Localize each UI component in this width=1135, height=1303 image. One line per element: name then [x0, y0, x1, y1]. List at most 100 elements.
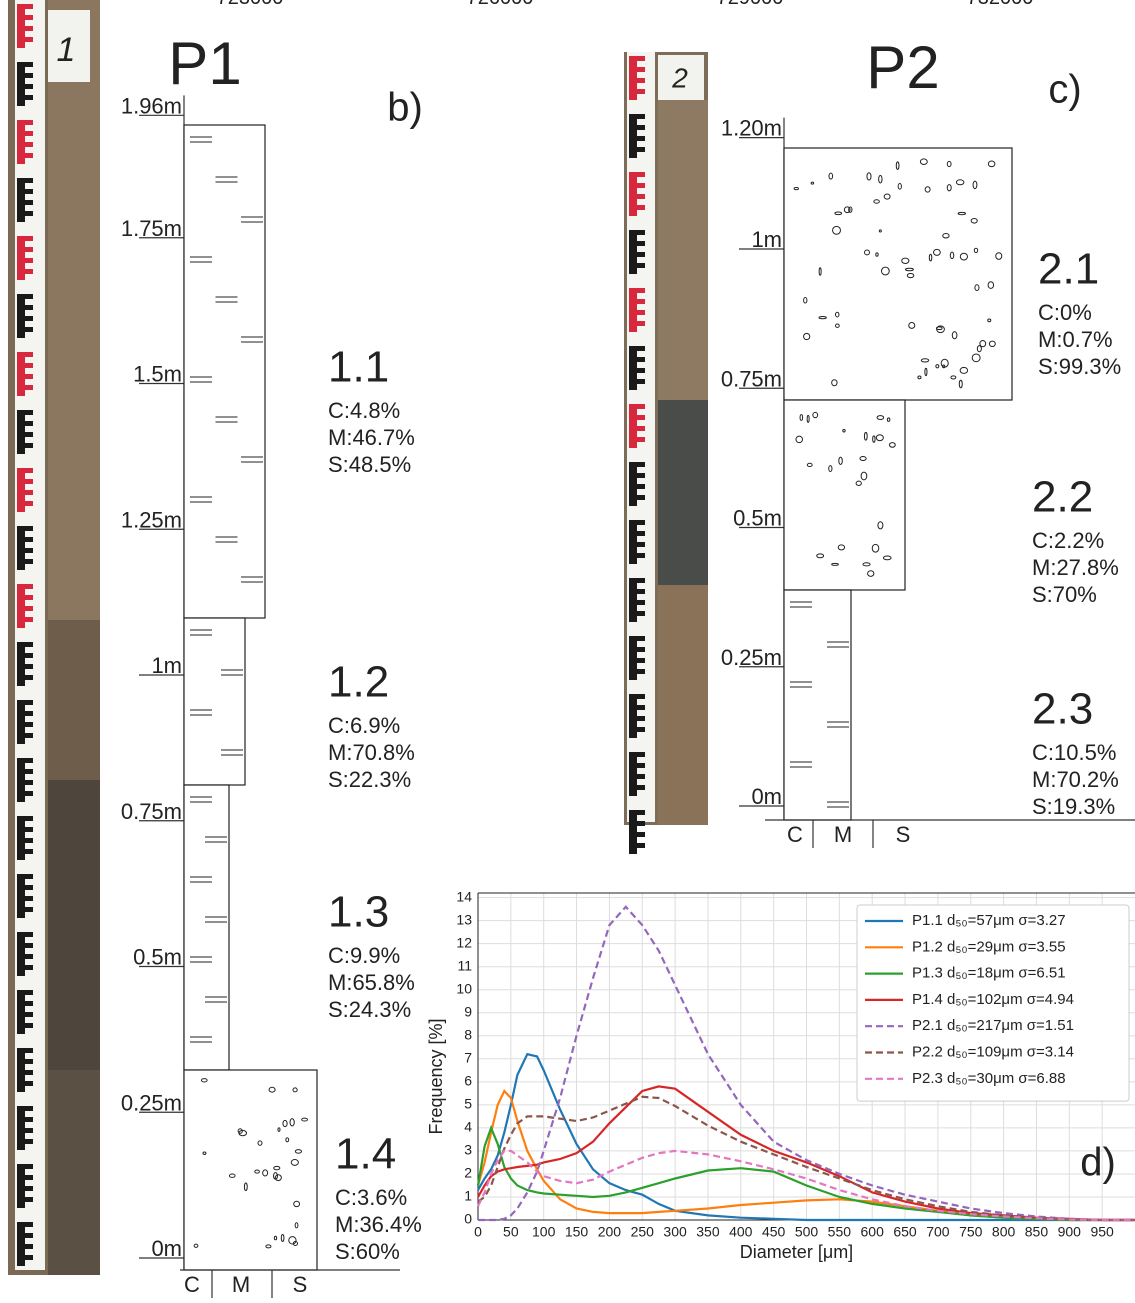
rod-mark [637, 542, 645, 547]
rod-mark [25, 722, 33, 727]
rod-mark [17, 526, 25, 570]
x-tick-label: 450 [762, 1224, 786, 1240]
rod-mark [25, 200, 33, 205]
rod-mark [25, 84, 33, 89]
rod-mark [637, 636, 645, 641]
rod-mark [17, 120, 25, 164]
x-tick-label: 700 [926, 1224, 950, 1240]
x-tick-label: 50 [503, 1224, 519, 1240]
panel-label: d) [1080, 1141, 1116, 1185]
layer-composition: M:70.2% [1032, 767, 1119, 792]
layer-composition: S:70% [1032, 582, 1097, 607]
depth-tick-label: 1m [751, 227, 782, 252]
x-tick-label: 600 [861, 1224, 885, 1240]
rod-mark [637, 600, 645, 605]
rod-mark [637, 346, 645, 351]
rod-mark [637, 553, 645, 558]
rod-mark [25, 537, 33, 542]
rod-mark [637, 205, 645, 210]
depth-tick-label: 1.20m [721, 116, 782, 141]
y-axis-label: Frequency [%] [426, 1018, 446, 1134]
rod-mark [25, 1255, 33, 1260]
rod-mark [25, 791, 33, 796]
rod-mark [25, 711, 33, 716]
rod-mark [25, 675, 33, 680]
rod-mark [629, 288, 637, 332]
rod-mark [637, 147, 645, 152]
rod-mark [629, 172, 637, 216]
rod-mark [637, 136, 645, 141]
layer-composition: M:27.8% [1032, 555, 1119, 580]
layer-box [784, 400, 905, 590]
rod-mark [25, 305, 33, 310]
rod-mark [25, 838, 33, 843]
rod-mark [637, 194, 645, 199]
depth-tick-label: 1.25m [121, 507, 182, 532]
rod-mark [25, 1139, 33, 1144]
rod-mark [637, 426, 645, 431]
panel-label: b) [387, 86, 423, 130]
layer-composition: C:0% [1038, 300, 1092, 325]
rod-mark [25, 653, 33, 658]
rod-mark [637, 89, 645, 94]
rod-mark [25, 1128, 33, 1133]
rod-mark [17, 294, 25, 338]
rod-mark [25, 26, 33, 31]
rod-mark [637, 114, 645, 119]
rod-mark [637, 230, 645, 235]
rod-mark [637, 495, 645, 500]
rod-mark [25, 1175, 33, 1180]
rod-mark [637, 484, 645, 489]
layer-composition: S:99.3% [1038, 354, 1121, 379]
rod-mark [637, 357, 645, 362]
rod-mark [25, 142, 33, 147]
rod-mark [629, 404, 637, 448]
rod-mark [25, 421, 33, 426]
rod-mark [17, 4, 25, 48]
y-tick-label: 0 [464, 1211, 472, 1227]
rod-mark [25, 1197, 33, 1202]
rod-mark [25, 758, 33, 763]
rod-mark [25, 526, 33, 531]
rod-mark [629, 230, 637, 274]
rod-mark [637, 183, 645, 188]
rod-mark [25, 943, 33, 948]
grain-label: M [834, 822, 852, 847]
map-coordinates: 723000 726000 729000 732000 [217, 0, 1034, 9]
rod-mark [637, 785, 645, 790]
layer-composition: M:70.8% [328, 740, 415, 765]
layer-composition: C:9.9% [328, 943, 400, 968]
rod-mark [25, 1001, 33, 1006]
layer-composition: C:6.9% [328, 713, 400, 738]
rod-mark [637, 658, 645, 663]
x-tick-label: 200 [598, 1224, 622, 1240]
rod-mark [17, 874, 25, 918]
rod-mark [25, 874, 33, 879]
rod-mark [637, 415, 645, 420]
legend-label: P2.1 d₅₀=217μm σ=1.51 [912, 1017, 1074, 1034]
page: {"map_coordinates": ["723000", "726000",… [0, 0, 1135, 1298]
rod-mark [25, 584, 33, 589]
legend-label: P2.3 d₅₀=30μm σ=6.88 [912, 1070, 1066, 1087]
rod-mark [25, 1023, 33, 1028]
rod-mark [629, 578, 637, 622]
rod-mark [637, 299, 645, 304]
panel-label: c) [1048, 68, 1081, 112]
rod-mark [25, 780, 33, 785]
rod-mark [25, 1186, 33, 1191]
rod-mark [637, 321, 645, 326]
rod-mark [25, 1106, 33, 1111]
rod-mark [25, 352, 33, 357]
rod-mark [25, 1222, 33, 1227]
rod-mark [637, 310, 645, 315]
rod-mark [25, 896, 33, 901]
rod-mark [25, 1081, 33, 1086]
rod-mark [25, 490, 33, 495]
rod-mark [637, 669, 645, 674]
layer-composition: M:0.7% [1038, 327, 1113, 352]
legend-label: P1.3 d₅₀=18μm σ=6.51 [912, 965, 1066, 982]
grain-label: M [232, 1272, 250, 1297]
rod-mark [17, 468, 25, 512]
rod-mark [637, 56, 645, 61]
